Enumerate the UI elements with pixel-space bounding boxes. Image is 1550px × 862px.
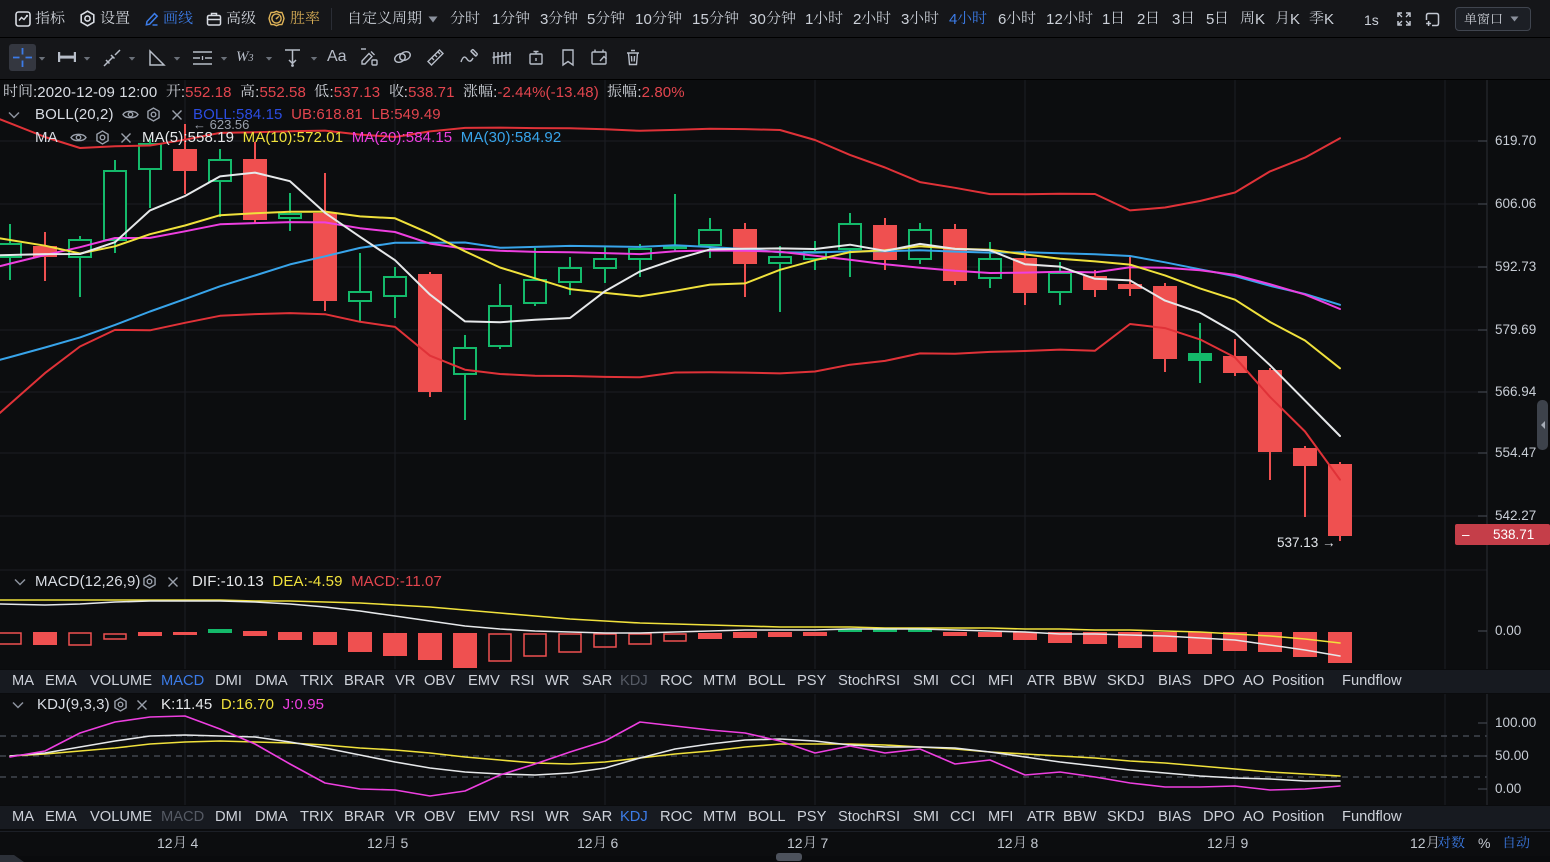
svg-text:–: –	[1462, 527, 1470, 542]
svg-text:538.71: 538.71	[1493, 527, 1534, 542]
svg-text:537.13 →: 537.13 →	[1277, 535, 1336, 550]
